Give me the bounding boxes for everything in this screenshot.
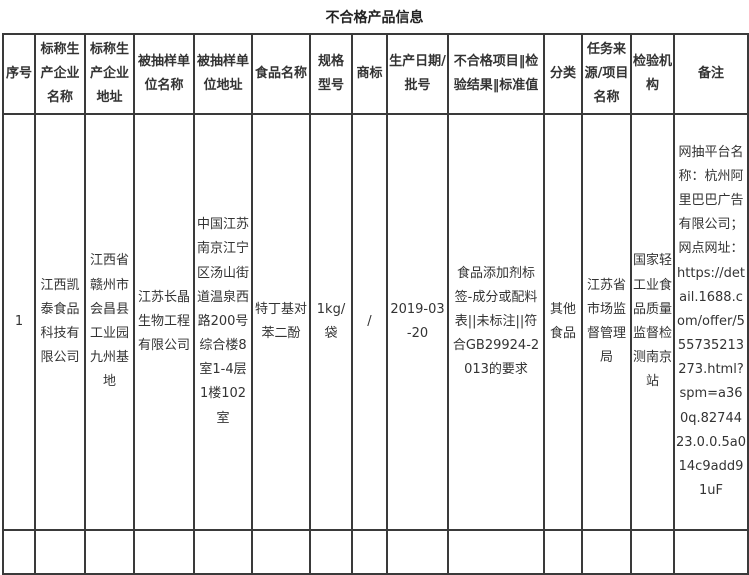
cell-empty — [34, 529, 86, 575]
cell-food-name: 特丁基对苯二酚 — [251, 113, 311, 531]
cell-empty — [2, 529, 36, 575]
cell-producer-name: 江西凯泰食品科技有限公司 — [34, 113, 86, 531]
cell-empty — [673, 529, 749, 575]
cell-trademark: / — [351, 113, 388, 531]
cell-empty — [133, 529, 195, 575]
col-header-inspection-agency: 检验机构 — [630, 33, 675, 115]
cell-index: 1 — [2, 113, 36, 531]
cell-production-date-batch: 2019-03-20 — [386, 113, 449, 531]
col-header-sampled-unit-name: 被抽样单位名称 — [133, 33, 195, 115]
cell-empty — [386, 529, 449, 575]
col-header-producer-address: 标称生产企业地址 — [84, 33, 135, 115]
cell-inspection-agency: 国家轻工业食品质量监督检测南京站 — [630, 113, 675, 531]
cell-task-source-project: 江苏省市场监督管理局 — [581, 113, 632, 531]
col-header-production-date-batch: 生产日期/批号 — [386, 33, 449, 115]
table-row: 1 江西凯泰食品科技有限公司 江西省赣州市会昌县工业园九州基地 江苏长晶生物工程… — [2, 113, 749, 531]
cell-empty — [193, 529, 253, 575]
cell-sampled-unit-name: 江苏长晶生物工程有限公司 — [133, 113, 195, 531]
cell-empty — [351, 529, 388, 575]
cell-empty — [84, 529, 135, 575]
cell-empty — [447, 529, 545, 575]
cell-failed-item-result-standard: 食品添加剂标签-成分或配料表||未标注||符合GB29924-2013的要求 — [447, 113, 545, 531]
header-row: 序号 标称生产企业名称 标称生产企业地址 被抽样单位名称 被抽样单位地址 食品名… — [2, 33, 749, 115]
col-header-failed-item-result-standard: 不合格项目‖检验结果‖标准值 — [447, 33, 545, 115]
cell-empty — [543, 529, 583, 575]
col-header-sampled-unit-address: 被抽样单位地址 — [193, 33, 253, 115]
page-title: 不合格产品信息 — [325, 10, 424, 26]
cell-empty — [309, 529, 353, 575]
col-header-producer-name: 标称生产企业名称 — [34, 33, 86, 115]
col-header-index: 序号 — [2, 33, 36, 115]
cell-producer-address: 江西省赣州市会昌县工业园九州基地 — [84, 113, 135, 531]
col-header-food-name: 食品名称 — [251, 33, 311, 115]
cell-sampled-unit-address: 中国江苏南京江宁区汤山街道温泉西路200号综合楼8室1-4层1楼102室 — [193, 113, 253, 531]
col-header-task-source-project: 任务来源/项目名称 — [581, 33, 632, 115]
col-header-spec-model: 规格型号 — [309, 33, 353, 115]
table-row-partial — [2, 529, 749, 575]
nonconforming-products-table: 序号 标称生产企业名称 标称生产企业地址 被抽样单位名称 被抽样单位地址 食品名… — [2, 33, 749, 575]
col-header-trademark: 商标 — [351, 33, 388, 115]
cell-spec-model: 1kg/袋 — [309, 113, 353, 531]
cell-category: 其他食品 — [543, 113, 583, 531]
cell-empty — [581, 529, 632, 575]
cell-empty — [630, 529, 675, 575]
cell-remarks: 网抽平台名称：杭州阿里巴巴广告有限公司； 网点网址：https://detail… — [673, 113, 749, 531]
cell-empty — [251, 529, 311, 575]
col-header-category: 分类 — [543, 33, 583, 115]
col-header-remarks: 备注 — [673, 33, 749, 115]
